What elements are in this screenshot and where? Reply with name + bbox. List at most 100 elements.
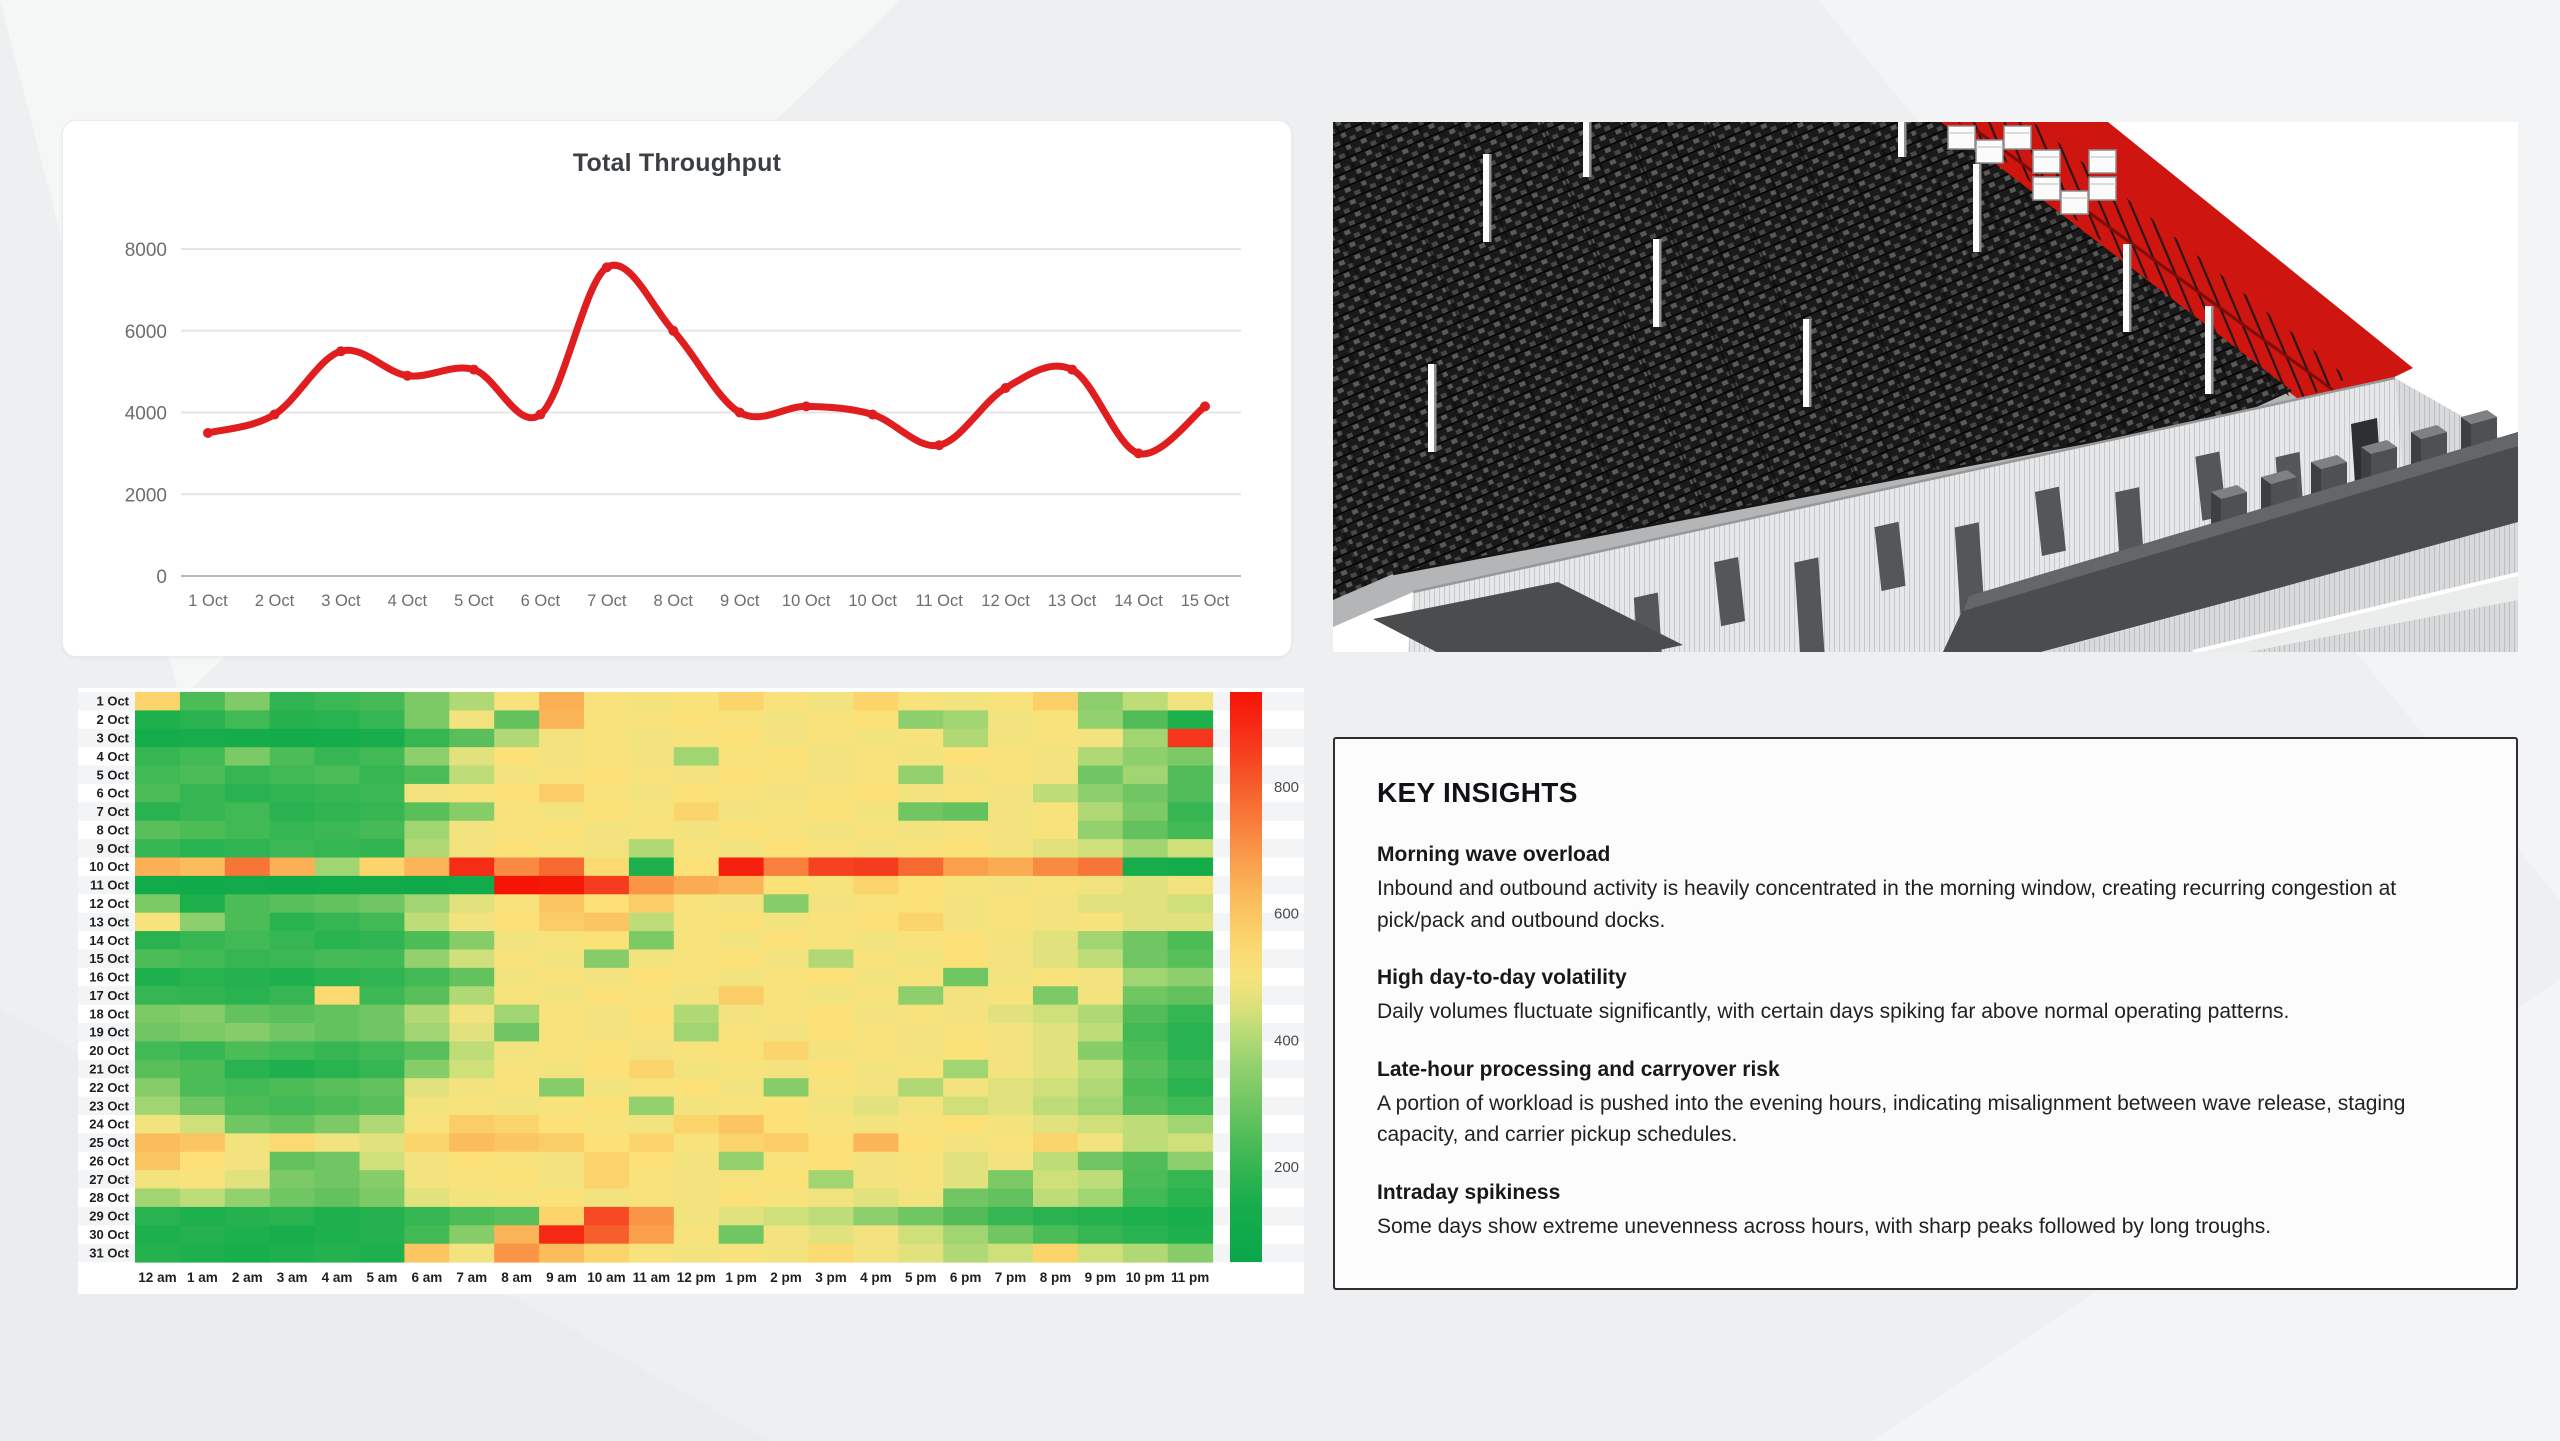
heatmap-cell (988, 692, 1034, 711)
heatmap-cell (1167, 1188, 1214, 1208)
heatmap-cell (853, 1114, 899, 1134)
heatmap-cell (1167, 1225, 1214, 1245)
heatmap-cell (179, 1188, 226, 1208)
heatmap-cell (404, 1096, 450, 1116)
heatmap-cell (224, 839, 271, 859)
heatmap-cell (898, 1023, 944, 1042)
heatmap-cell (179, 692, 226, 711)
heatmap-cell (179, 1078, 226, 1098)
heatmap-cell (853, 1188, 899, 1208)
heatmap-cell (673, 1133, 720, 1153)
heatmap-cell (1033, 710, 1079, 730)
heatmap-cell (179, 1243, 226, 1263)
heatmap-cell (179, 967, 226, 987)
heatmap-cell (898, 1151, 944, 1171)
heatmap-cell (853, 1206, 899, 1226)
heatmap-cell (988, 949, 1034, 969)
heatmap-cell (224, 1206, 271, 1226)
heatmap-cell (404, 1114, 450, 1134)
heatmap-cell (224, 1151, 271, 1171)
heatmap-cell (1122, 1114, 1169, 1134)
heatmap-cell (179, 1133, 226, 1153)
heatmap-cell (494, 1133, 540, 1153)
heatmap-cell (898, 728, 944, 748)
heatmap-cell (494, 1225, 540, 1245)
heatmap-cell (718, 783, 765, 803)
heatmap-cell (718, 1059, 765, 1079)
total-throughput-card: Total Throughput 0 2000 4000 6000 8000 1 Oct 2… (62, 120, 1292, 657)
heatmap-cell (853, 747, 899, 767)
heatmap-cell (673, 820, 720, 840)
heatmap-cell (449, 783, 495, 803)
heatmap-cell (539, 710, 585, 730)
dark-pad (1373, 582, 1683, 652)
heatmap-cell (1033, 1096, 1079, 1116)
heatmap-cell (314, 1059, 360, 1079)
heatmap-cell (988, 1078, 1034, 1098)
heatmap-cell (1077, 949, 1124, 969)
heatmap-cell (404, 949, 450, 969)
heatmap-cell (449, 1170, 495, 1190)
heatmap-cell (179, 894, 226, 914)
heatmap-cell (763, 1170, 809, 1190)
heatmap-cell (718, 747, 765, 767)
x-tick-label: 5 Oct (454, 592, 494, 610)
heatmap-cell (988, 1133, 1034, 1153)
heatmap-cell (269, 912, 316, 932)
heatmap-cell (494, 839, 540, 859)
heatmap-cell (179, 931, 226, 950)
insight-title: Intraday spikiness (1377, 1180, 1561, 1204)
heatmap-cell (673, 967, 720, 987)
heatmap-cell (404, 1133, 450, 1153)
heatmap-cell (628, 1059, 675, 1079)
heatmap-hour-label: 8 am (501, 1270, 532, 1285)
heatmap-cell (269, 1225, 316, 1245)
heatmap-cell (179, 710, 226, 730)
heatmap-cell (808, 1151, 854, 1171)
heatmap-cell (943, 1188, 989, 1208)
heatmap-cell (943, 1206, 989, 1226)
heatmap-cell (269, 765, 316, 785)
heatmap-cell (718, 839, 765, 859)
heatmap-cell (494, 1151, 540, 1171)
heatmap-cell (1167, 967, 1214, 987)
heatmap-hour-label: 6 pm (950, 1270, 982, 1285)
heatmap-cell (539, 1096, 585, 1116)
heatmap-cell (359, 1078, 405, 1098)
heatmap-cell (269, 728, 316, 748)
heatmap-cell (359, 1059, 405, 1079)
heatmap-cell (449, 1114, 495, 1134)
heatmap-cell (359, 1188, 405, 1208)
heatmap-day-label: 29 Oct (89, 1209, 129, 1224)
heatmap-cell (449, 949, 495, 969)
heatmap-cell (135, 912, 181, 932)
data-point-marker (468, 364, 479, 375)
heatmap-cell (1077, 765, 1124, 785)
heatmap-cell (988, 1096, 1034, 1116)
heatmap-cell (1167, 1243, 1214, 1263)
insight-title: High day-to-day volatility (1377, 966, 1627, 989)
warehouse-3d-illustration (1333, 122, 2518, 652)
heatmap-cell (494, 1078, 540, 1098)
heatmap-cell (943, 820, 989, 840)
heatmap-cell (763, 802, 809, 822)
heatmap-cell (494, 783, 540, 803)
heatmap-cell (673, 894, 720, 914)
heatmap-cell (539, 692, 585, 711)
heatmap-cell (628, 1170, 675, 1190)
heatmap-cell (135, 765, 181, 785)
heatmap-cell (988, 783, 1034, 803)
heatmap-cell (763, 710, 809, 730)
y-tick-label: 8000 (125, 240, 167, 261)
heatmap-cell (584, 839, 630, 859)
heatmap-cell (314, 839, 360, 859)
heatmap-cell (808, 783, 854, 803)
heatmap-cell (628, 1041, 675, 1061)
heatmap-cell (135, 1243, 181, 1263)
heatmap-cell (1077, 1151, 1124, 1171)
heatmap-cell (269, 1188, 316, 1208)
heatmap-cell (584, 1133, 630, 1153)
data-point-marker (934, 440, 945, 451)
heatmap-cell (1033, 820, 1079, 840)
heatmap-cell (1077, 1133, 1124, 1153)
